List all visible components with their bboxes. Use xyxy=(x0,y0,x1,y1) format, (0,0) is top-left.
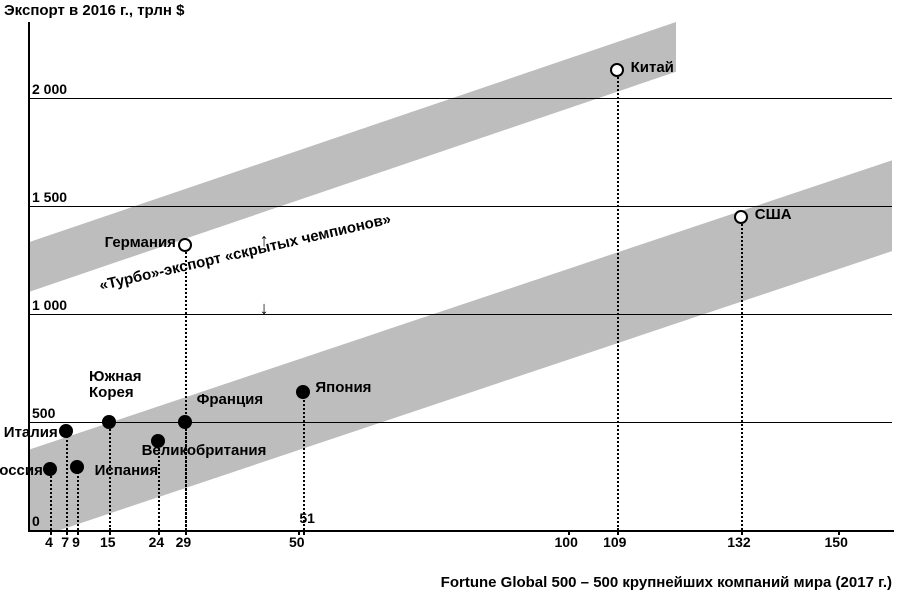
x-tick-label: 15 xyxy=(100,534,116,550)
arrow-down-icon: ↓ xyxy=(260,298,269,319)
gridline xyxy=(28,314,892,315)
gridline xyxy=(28,98,892,99)
point-label: Франция xyxy=(197,392,264,409)
x-tick xyxy=(158,530,160,535)
drop-line xyxy=(66,431,68,530)
gridline xyxy=(28,422,892,423)
x-tick-label: 7 xyxy=(61,534,69,550)
x-tick xyxy=(109,530,111,535)
drop-line xyxy=(77,467,79,530)
x-tick-label: 4 xyxy=(45,534,53,550)
data-point xyxy=(102,415,116,429)
export-scatter-chart: Экспорт в 2016 г., трлн $ Fortune Global… xyxy=(0,0,900,597)
point-label: США xyxy=(755,207,792,224)
point-label: ЮжнаяКорея xyxy=(89,369,141,402)
point-label: Германия xyxy=(105,235,176,252)
data-point xyxy=(734,210,748,224)
point-label: Великобритания xyxy=(142,443,267,460)
point-label: Испания xyxy=(95,463,159,480)
data-point xyxy=(296,385,310,399)
x-axis-title: Fortune Global 500 – 500 крупнейших комп… xyxy=(441,574,892,591)
y-axis-title: Экспорт в 2016 г., трлн $ xyxy=(4,2,184,19)
x-tick-label: 100 xyxy=(555,534,578,550)
x-tick xyxy=(50,530,52,535)
y-tick-label: 1 500 xyxy=(32,189,67,205)
x-tick xyxy=(617,530,619,535)
data-point xyxy=(178,415,192,429)
x-tick xyxy=(741,530,743,535)
arrow-up-icon: ↑ xyxy=(260,230,269,251)
data-point xyxy=(59,424,73,438)
y-tick-label: 1 000 xyxy=(32,297,67,313)
point-label: Россия xyxy=(0,463,43,480)
x-tick xyxy=(568,530,570,535)
x-tick xyxy=(838,530,840,535)
x-tick-label: 24 xyxy=(149,534,165,550)
point-label: Китай xyxy=(631,60,674,77)
x-tick-label: 109 xyxy=(603,534,626,550)
drop-line xyxy=(303,392,305,530)
data-point xyxy=(178,238,192,252)
point-label: Италия xyxy=(4,425,58,442)
x-tick-label: 50 xyxy=(289,534,305,550)
drop-line xyxy=(185,245,187,530)
x-tick xyxy=(303,530,305,535)
drop-line xyxy=(617,70,619,530)
drop-line xyxy=(741,217,743,530)
x-tick xyxy=(77,530,79,535)
x-tick xyxy=(298,530,300,535)
x-tick-label: 9 xyxy=(72,534,80,550)
data-point xyxy=(43,462,57,476)
x-tick xyxy=(66,530,68,535)
x-tick-label: 29 xyxy=(176,534,192,550)
y-tick-label: 2 000 xyxy=(32,81,67,97)
y-tick-label: 0 xyxy=(32,513,40,529)
x-tick xyxy=(185,530,187,535)
data-point xyxy=(70,460,84,474)
data-point xyxy=(610,63,624,77)
x-tick-label: 150 xyxy=(825,534,848,550)
y-tick-label: 500 xyxy=(32,405,55,421)
drop-line xyxy=(50,469,52,530)
point-label: Япония xyxy=(315,380,371,397)
x-tick-label: 132 xyxy=(727,534,750,550)
